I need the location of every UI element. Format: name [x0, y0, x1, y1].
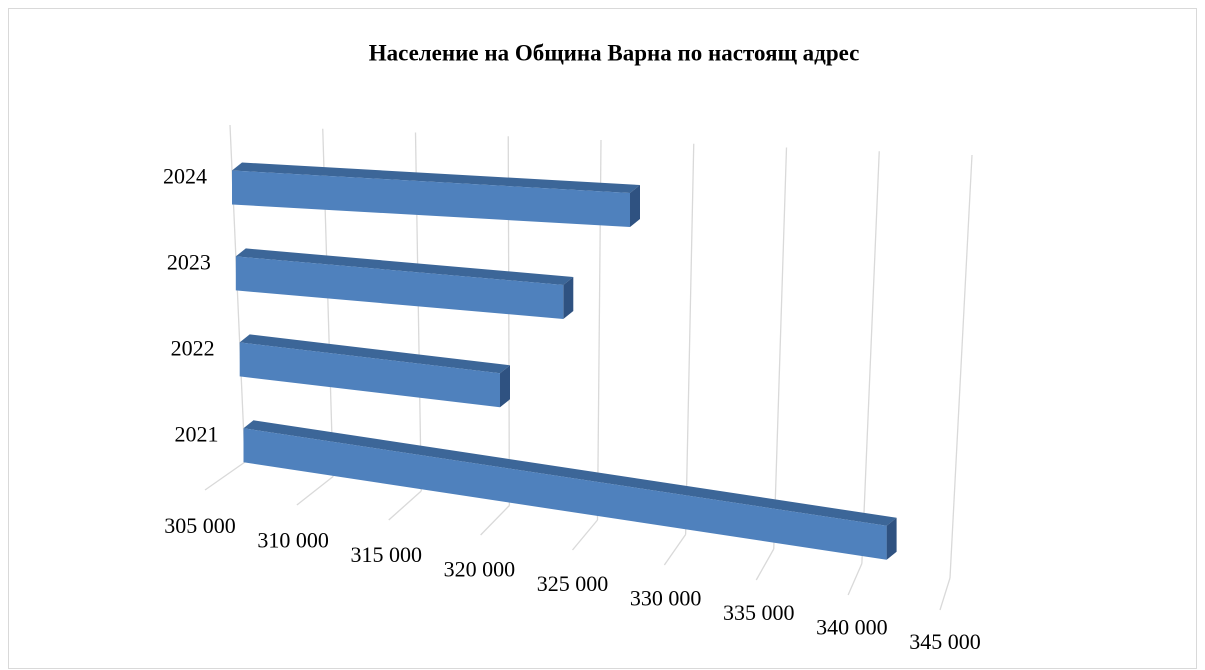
x-tick-label: 330 000	[630, 586, 702, 611]
bar-side	[500, 365, 510, 408]
x-tick-mark	[939, 577, 951, 611]
bar-top	[243, 420, 897, 526]
x-tick-mark	[296, 475, 334, 506]
x-tick-mark	[204, 461, 246, 491]
x-tick-mark	[480, 505, 510, 536]
bar-front	[235, 256, 564, 319]
bar-front	[243, 428, 887, 560]
bar-side	[563, 277, 574, 319]
x-tick-label: 310 000	[257, 528, 329, 553]
grid-line	[773, 147, 788, 550]
chart-title: Население на Община Варна по настоящ адр…	[369, 40, 860, 65]
x-tick-label: 325 000	[537, 571, 609, 596]
bar-front	[239, 342, 500, 408]
x-tick-label: 345 000	[909, 629, 981, 654]
grid-line	[949, 154, 973, 579]
bar-top	[232, 162, 640, 193]
x-tick-mark	[572, 519, 598, 551]
x-tick-label: 305 000	[164, 513, 236, 538]
chart-border	[8, 8, 1197, 669]
y-tick-label: 2023	[167, 249, 211, 274]
y-tick-label: 2022	[171, 335, 215, 360]
x-tick-mark	[755, 548, 775, 581]
x-tick-mark	[663, 534, 687, 566]
bar-side	[630, 185, 640, 227]
bar-front	[232, 170, 630, 227]
bar	[235, 248, 574, 319]
bar	[243, 420, 897, 560]
grid-line	[861, 151, 880, 564]
x-tick-label: 315 000	[351, 542, 423, 567]
y-tick-label: 2024	[163, 164, 207, 189]
bar-side	[886, 517, 897, 560]
bar	[239, 334, 510, 408]
bar-top	[235, 248, 574, 285]
x-tick-label: 320 000	[444, 557, 516, 582]
x-tick-mark	[847, 563, 863, 596]
y-tick-label: 2021	[175, 421, 219, 446]
bar-top	[239, 334, 510, 374]
x-tick-mark	[388, 490, 422, 521]
x-tick-label: 340 000	[816, 615, 888, 640]
x-tick-label: 335 000	[723, 600, 795, 625]
grid-line	[684, 143, 695, 535]
bar	[232, 162, 640, 227]
